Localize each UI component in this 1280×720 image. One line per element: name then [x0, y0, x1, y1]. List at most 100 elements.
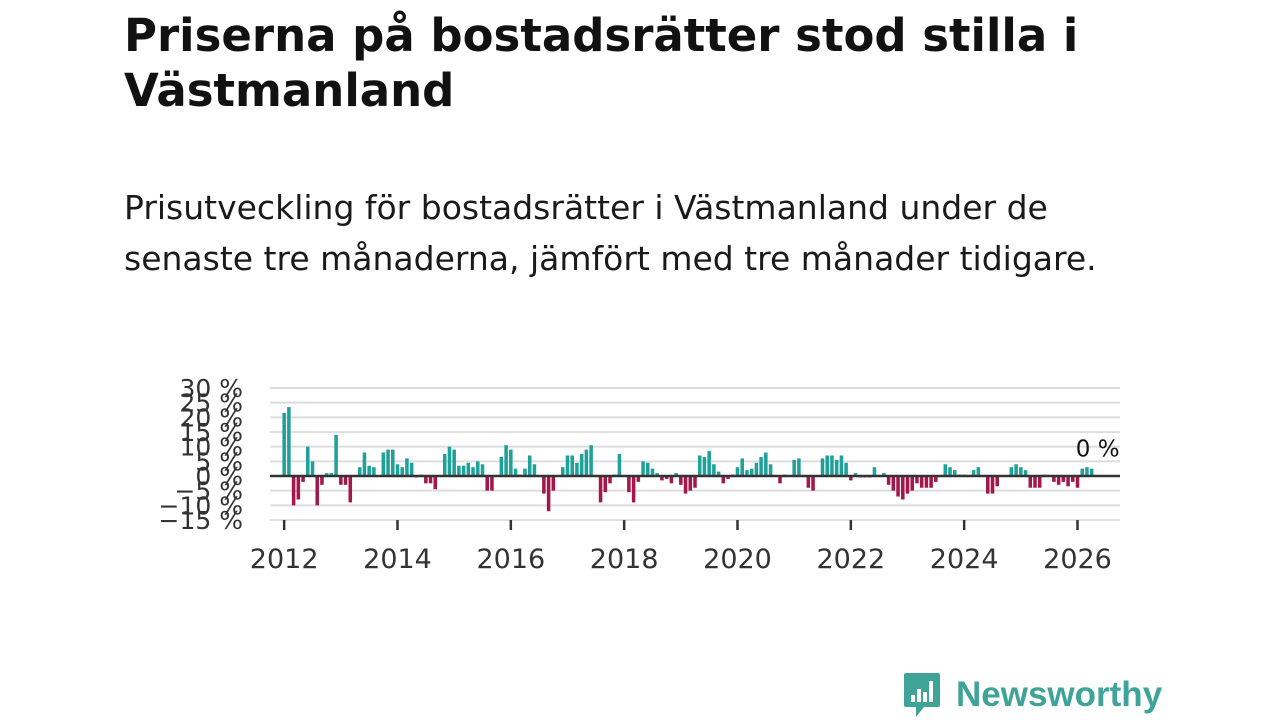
bar: [740, 458, 744, 476]
bar: [664, 476, 669, 479]
bar: [339, 476, 343, 485]
bar: [291, 476, 296, 506]
bar: [1037, 476, 1042, 488]
x-tick-label: 2016: [476, 544, 545, 575]
bar: [716, 471, 721, 476]
bar: [641, 461, 645, 476]
bar: [934, 476, 938, 482]
bar: [301, 476, 305, 482]
bar: [905, 476, 910, 494]
bar: [1023, 470, 1028, 476]
bar: [523, 468, 527, 476]
bar: [527, 455, 532, 476]
x-tick-label: 2022: [816, 544, 885, 575]
bar: [830, 455, 834, 476]
bar: [504, 445, 508, 476]
bar: [1080, 468, 1084, 476]
bar: [452, 449, 456, 476]
bar: [915, 476, 919, 484]
bar: [1052, 476, 1056, 482]
bar: [490, 476, 494, 491]
bar: [924, 476, 929, 488]
bar: [764, 452, 768, 476]
bar: [759, 456, 763, 476]
bar: [768, 464, 773, 476]
y-tick-label: 25 %: [179, 389, 243, 418]
x-tick-label: 2026: [1043, 544, 1112, 575]
bar: [296, 476, 301, 500]
bar: [646, 462, 650, 476]
bar: [461, 465, 466, 476]
bar: [1061, 476, 1066, 482]
bar: [575, 462, 579, 476]
brand-name: Newsworthy: [956, 675, 1163, 714]
bar: [334, 434, 338, 476]
bar: [1071, 476, 1075, 482]
bar: [995, 476, 999, 487]
y-axis-labels: 30 %25 %20 %15 %10 %5 %0 %−5 %−10 %−15 %: [159, 374, 243, 535]
y-tick-label: 10 %: [179, 433, 243, 462]
bar: [882, 473, 886, 476]
bar: [745, 470, 749, 476]
bar: [542, 476, 546, 494]
bar: [901, 476, 905, 500]
bar: [471, 467, 475, 476]
bar: [324, 473, 329, 476]
bar: [834, 459, 839, 476]
bar: [627, 476, 631, 493]
bar: [631, 476, 636, 503]
x-tick-label: 2014: [363, 544, 432, 575]
bar: [896, 476, 900, 497]
bar: [579, 454, 584, 476]
bar: [683, 476, 688, 494]
bar: [674, 473, 678, 476]
bar: [1033, 476, 1037, 488]
bar: [1085, 467, 1089, 476]
bar: [910, 476, 914, 491]
bar: [424, 476, 428, 484]
bar: [697, 455, 702, 476]
bar: [400, 467, 404, 476]
bar: [442, 454, 447, 476]
bar: [476, 461, 480, 476]
last-value-annotation: 0 %: [1076, 437, 1120, 463]
bar: [721, 476, 726, 484]
bar: [565, 455, 570, 476]
bar: [457, 465, 461, 476]
bar: [1075, 476, 1080, 488]
bar: [825, 455, 829, 476]
bar: [636, 476, 641, 482]
bar: [792, 459, 796, 476]
bar: [546, 476, 551, 512]
bar: [282, 412, 286, 476]
bar: [749, 468, 754, 476]
bar: [702, 456, 707, 476]
bar: [707, 451, 711, 476]
bar: [849, 476, 853, 481]
bar: [844, 462, 848, 476]
bar: [919, 476, 924, 488]
bar: [306, 446, 310, 476]
bar: [315, 476, 319, 506]
chart-subtitle: Prisutveckling för bostadsrätter i Västm…: [124, 188, 1097, 278]
bar: [811, 476, 815, 491]
y-tick-label: 5 %: [195, 447, 243, 476]
bar: [509, 449, 513, 476]
bar: [1056, 476, 1061, 485]
bar: [943, 464, 948, 476]
bar: [726, 476, 730, 479]
chart-title: Priserna på bostadsrätter stod stilla i …: [124, 9, 1079, 117]
bar: [1089, 468, 1094, 476]
bar: [1066, 476, 1070, 487]
bar: [872, 467, 877, 476]
bar: [485, 476, 489, 491]
bar: [362, 452, 367, 476]
bar: [806, 476, 811, 488]
bar: [1009, 467, 1014, 476]
bar: [1019, 467, 1023, 476]
y-tick-label: 15 %: [179, 418, 243, 447]
newsworthy-brand[interactable]: Newsworthy: [902, 670, 1162, 720]
y-tick-label: 0 %: [195, 462, 243, 491]
bar: [735, 467, 740, 476]
